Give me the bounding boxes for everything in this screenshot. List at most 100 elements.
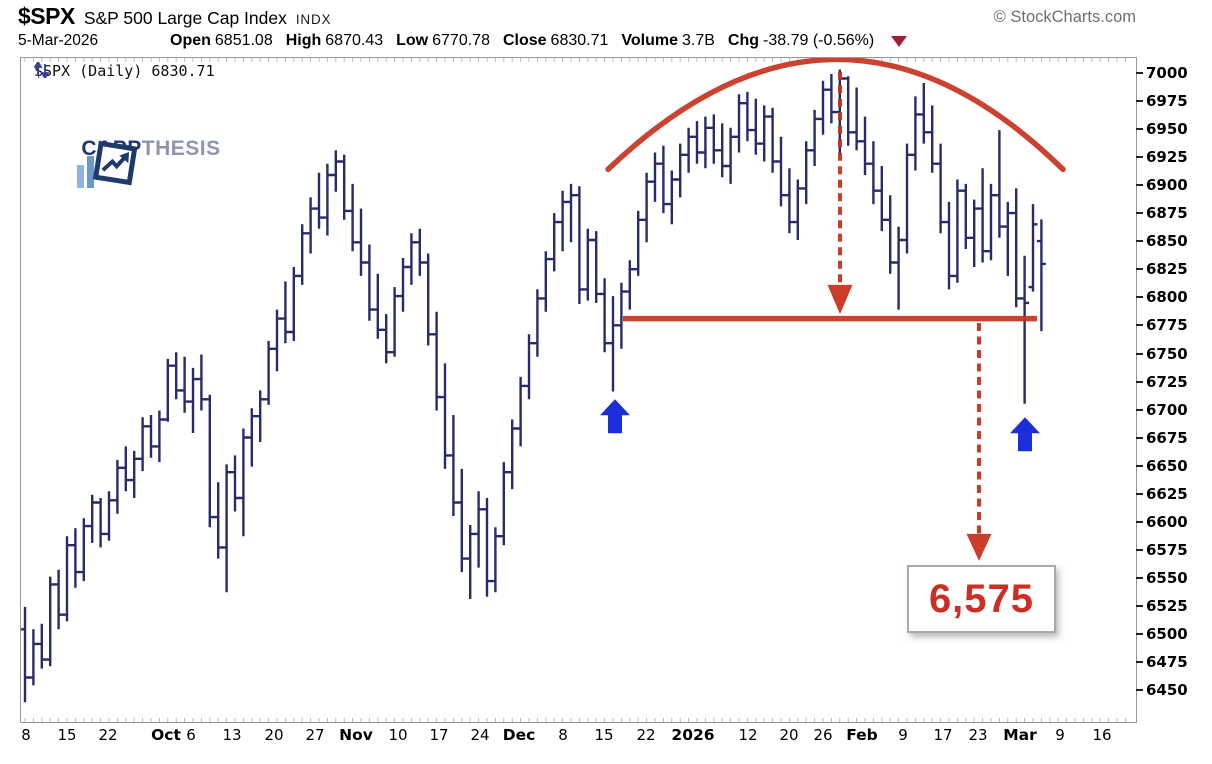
y-axis-label: 6750 — [1146, 344, 1188, 363]
chart-header: $SPX S&P 500 Large Cap Index INDX — [18, 3, 331, 30]
dashed-down-arrow — [966, 323, 992, 561]
cappthesis-logo-icon — [77, 140, 137, 188]
quote-volume: Volume 3.7B — [621, 32, 715, 49]
ohlc-bar — [314, 172, 324, 229]
down-arrowhead-icon — [827, 284, 853, 315]
ohlc-bar — [1028, 204, 1038, 292]
y-axis-tick — [1136, 268, 1143, 271]
y-axis-tick — [1136, 689, 1143, 691]
ohlc-bar — [188, 367, 198, 433]
x-axis-month-label: Oct — [151, 726, 181, 744]
ohlc-bar — [205, 394, 215, 528]
y-axis-tick — [1136, 661, 1143, 663]
price-bars — [21, 69, 1046, 703]
ohlc-bar — [222, 464, 232, 593]
ohlc-bar — [658, 145, 668, 214]
y-axis-label: 6975 — [1146, 92, 1188, 110]
ohlc-bar — [398, 258, 408, 312]
ohlc-bar — [1036, 219, 1046, 332]
ohlc-bar — [129, 450, 139, 498]
ohlc-bar — [633, 210, 643, 276]
y-axis-tick — [1136, 492, 1143, 495]
ohlc-bar — [734, 94, 744, 153]
y-axis-label: 6950 — [1146, 120, 1188, 139]
ohlc-bar — [297, 224, 307, 285]
ohlc-bar — [810, 109, 820, 166]
ohlc-bar — [885, 195, 895, 274]
quote-high: High 6870.43 — [285, 32, 384, 49]
quote-open: Open 6851.08 — [170, 32, 273, 49]
ohlc-bar — [289, 267, 299, 341]
ohlc-bar — [247, 408, 257, 467]
ohlc-bar — [860, 116, 870, 175]
dashed-down-arrow — [827, 71, 853, 315]
ohlc-bar — [28, 629, 38, 686]
x-axis-label: 22 — [636, 726, 656, 744]
x-axis-label: 27 — [305, 726, 325, 744]
ohlc-bar — [196, 354, 206, 411]
ohlc-bar — [667, 170, 677, 225]
ohlc-bar — [87, 494, 97, 543]
ohlc-bar — [776, 136, 786, 207]
ohlc-bar — [910, 96, 920, 171]
ohlc-bar — [768, 107, 778, 173]
ohlc-bar — [868, 141, 878, 205]
ohlc-bar — [759, 105, 769, 162]
ohlc-bar — [432, 311, 442, 411]
symbol-name: S&P 500 Large Cap Index — [83, 8, 287, 28]
ohlc-bar — [21, 606, 30, 703]
ohlc-bar — [364, 244, 374, 321]
ohlc-bar — [961, 183, 971, 249]
x-axis-label: 16 — [1092, 726, 1112, 744]
ohlc-bar — [490, 527, 500, 593]
ohlc-bar — [423, 253, 433, 346]
logo-text-thesis: THESIS — [141, 137, 221, 160]
down-arrowhead-icon — [966, 533, 992, 561]
ohlc-bar — [146, 415, 156, 458]
x-axis-label: 9 — [898, 726, 908, 744]
y-axis-tick — [1136, 240, 1143, 243]
ohlc-bar — [482, 498, 492, 597]
ohlc-bar — [952, 179, 962, 283]
ohlc-bar — [255, 390, 265, 442]
y-axis-label: 6725 — [1146, 372, 1188, 391]
session-tick-marks — [24, 58, 1126, 722]
ohlc-bar — [927, 105, 937, 173]
x-axis-label: 15 — [594, 726, 614, 744]
ohlc-bar — [348, 183, 358, 252]
y-axis-tick — [1136, 604, 1143, 607]
ohlc-bar — [801, 141, 811, 205]
x-axis-label: 12 — [738, 726, 758, 744]
ohlc-bar — [37, 623, 47, 669]
ohlc-bar — [499, 462, 509, 546]
y-axis-label: 6925 — [1146, 148, 1188, 167]
ohlc-bar — [751, 98, 761, 155]
quote-low: Low 6770.78 — [396, 32, 490, 49]
y-axis-label: 7000 — [1146, 64, 1188, 82]
ohlc-bar — [163, 358, 173, 422]
ohlc-bar — [306, 197, 316, 254]
y-axis-label: 6900 — [1146, 176, 1188, 195]
ohlc-bar — [944, 201, 954, 290]
y-axis-tick — [1136, 324, 1143, 327]
price-target-label: 6,575 — [907, 565, 1056, 633]
ohlc-bar — [877, 166, 887, 232]
x-axis-label: 8 — [21, 726, 31, 744]
y-axis-label: 6525 — [1146, 596, 1188, 615]
ohlc-bar — [1020, 255, 1030, 404]
x-axis-month-label: Nov — [339, 726, 373, 744]
y-axis-tick — [1136, 380, 1143, 383]
ohlc-bar — [264, 341, 274, 405]
y-axis-tick — [1136, 352, 1143, 355]
ohlc-bar — [692, 121, 702, 164]
ohlc-bar — [507, 419, 517, 490]
y-axis-tick — [1136, 464, 1143, 467]
x-axis-label: 6 — [186, 726, 196, 744]
ohlc-bar — [79, 518, 89, 582]
y-axis-tick — [1136, 72, 1143, 74]
y-axis-label: 6675 — [1146, 428, 1188, 447]
y-axis-label: 6475 — [1146, 653, 1188, 671]
ohlc-bar — [1003, 201, 1013, 276]
x-axis-month-label: Mar — [1003, 726, 1037, 744]
